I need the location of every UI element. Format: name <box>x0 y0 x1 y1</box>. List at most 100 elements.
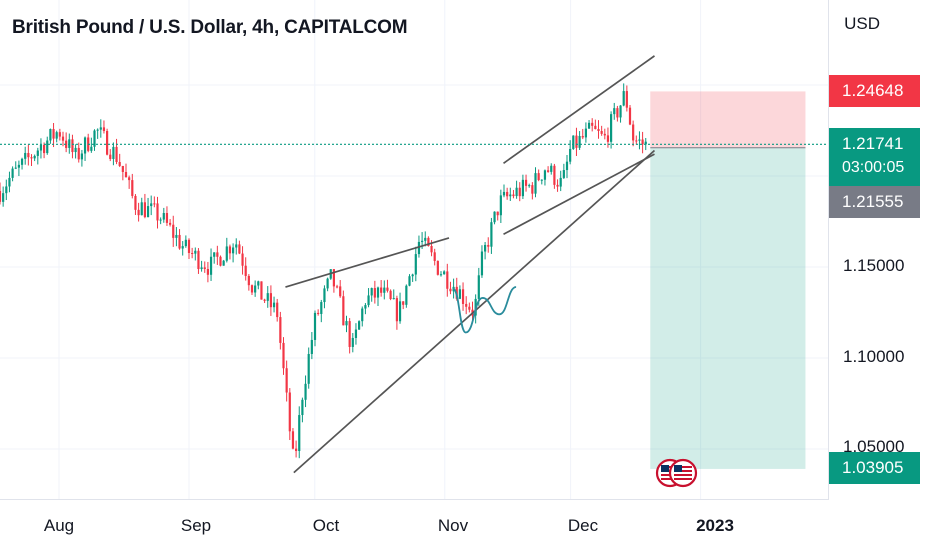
candle-body <box>550 165 553 172</box>
candle-body <box>512 194 515 197</box>
candle-body <box>323 288 326 303</box>
candle-body <box>143 202 146 218</box>
candle-body <box>446 271 449 289</box>
candle-body <box>433 252 436 261</box>
candle-body <box>266 293 269 301</box>
candle-body <box>578 136 581 148</box>
candle-body <box>613 108 616 115</box>
candle-body <box>295 448 298 452</box>
entry-price-tag: 1.21555 <box>829 186 920 218</box>
candle-body <box>644 141 647 145</box>
y-tick-label: 1.05000 <box>843 437 905 456</box>
candle-body <box>345 321 348 326</box>
trendline[interactable] <box>503 153 655 235</box>
candle-body <box>298 415 301 452</box>
price-axis-separator <box>828 0 829 500</box>
candle-body <box>458 289 461 299</box>
trendline[interactable] <box>285 237 450 288</box>
candle-body <box>339 286 342 297</box>
candle-body <box>562 170 565 178</box>
candle-body <box>156 203 159 221</box>
candle-body <box>361 308 364 322</box>
candle-body <box>112 146 115 159</box>
candle-body <box>216 252 219 257</box>
current-price-value: 1.21741 <box>842 134 904 153</box>
axis-currency-label[interactable]: USD <box>844 14 880 33</box>
candle-body <box>326 278 329 289</box>
candle-body <box>279 317 282 343</box>
candle-body <box>181 246 184 249</box>
candle-body <box>581 136 584 138</box>
candle-body <box>106 130 109 155</box>
candle-body <box>194 250 197 254</box>
candle-body <box>398 301 402 322</box>
flag-us-icon[interactable] <box>668 458 698 488</box>
candle-body <box>603 133 606 136</box>
candle-body <box>439 274 443 276</box>
candle-body <box>285 368 288 393</box>
candle-body <box>543 170 547 180</box>
candle-body <box>534 173 537 194</box>
pattern-curve[interactable] <box>452 286 517 334</box>
candle-body <box>584 128 587 138</box>
candle-body <box>625 91 628 108</box>
trendline[interactable] <box>503 55 655 164</box>
candle-body <box>449 288 452 292</box>
candle-body <box>55 132 58 139</box>
candle-body <box>395 298 398 322</box>
x-tick-label: 2023 <box>696 516 734 535</box>
candle-body <box>213 252 216 257</box>
candle-body <box>172 224 175 238</box>
candle-body <box>364 305 367 309</box>
take-profit-price-tag: 1.03905 <box>829 452 920 484</box>
candle-body <box>332 269 335 287</box>
candle-body <box>619 105 622 118</box>
candle-body <box>537 173 540 181</box>
candle-body <box>317 312 320 314</box>
candle-body <box>414 254 417 275</box>
candle-body <box>380 287 383 293</box>
stop-loss-zone[interactable] <box>650 91 806 148</box>
candle-body <box>342 296 345 326</box>
candle-body <box>480 251 484 276</box>
candle-body <box>524 179 528 186</box>
flag-us-stripe <box>674 474 692 476</box>
candle-body <box>33 155 36 159</box>
candle-body <box>20 158 24 165</box>
candle-body <box>376 287 380 298</box>
flag-us-stripe <box>674 478 692 480</box>
candle-body <box>24 152 27 159</box>
candle-body <box>109 154 112 159</box>
candle-body <box>96 129 99 131</box>
candle-body <box>118 162 121 166</box>
candle-body <box>606 135 610 142</box>
candle-body <box>405 285 408 305</box>
candle-body <box>8 177 11 187</box>
candle-body <box>27 152 30 158</box>
candle-body <box>272 302 276 308</box>
candle-body <box>468 306 471 310</box>
candle-body <box>52 129 55 139</box>
candle-body <box>502 191 506 196</box>
candle-body <box>165 212 169 223</box>
candle-body <box>575 135 578 148</box>
candle-body <box>373 288 376 298</box>
candle-body <box>159 219 162 221</box>
candle-body <box>553 165 556 185</box>
candle-body <box>244 265 247 276</box>
candle-body <box>461 289 465 304</box>
candle-body <box>162 212 165 220</box>
candle-body <box>427 237 430 247</box>
candle-body <box>521 179 524 197</box>
candle-body <box>597 129 600 132</box>
flag-us-stripe <box>674 466 692 468</box>
candle-body <box>140 202 143 216</box>
candle-body <box>310 339 313 354</box>
candle-body <box>175 234 178 238</box>
candle-body <box>131 180 134 196</box>
stop-loss-price-tag: 1.24648 <box>829 75 920 107</box>
country-flags-icon[interactable] <box>655 458 698 488</box>
candle-body <box>247 275 250 286</box>
take-profit-zone[interactable] <box>650 147 806 469</box>
